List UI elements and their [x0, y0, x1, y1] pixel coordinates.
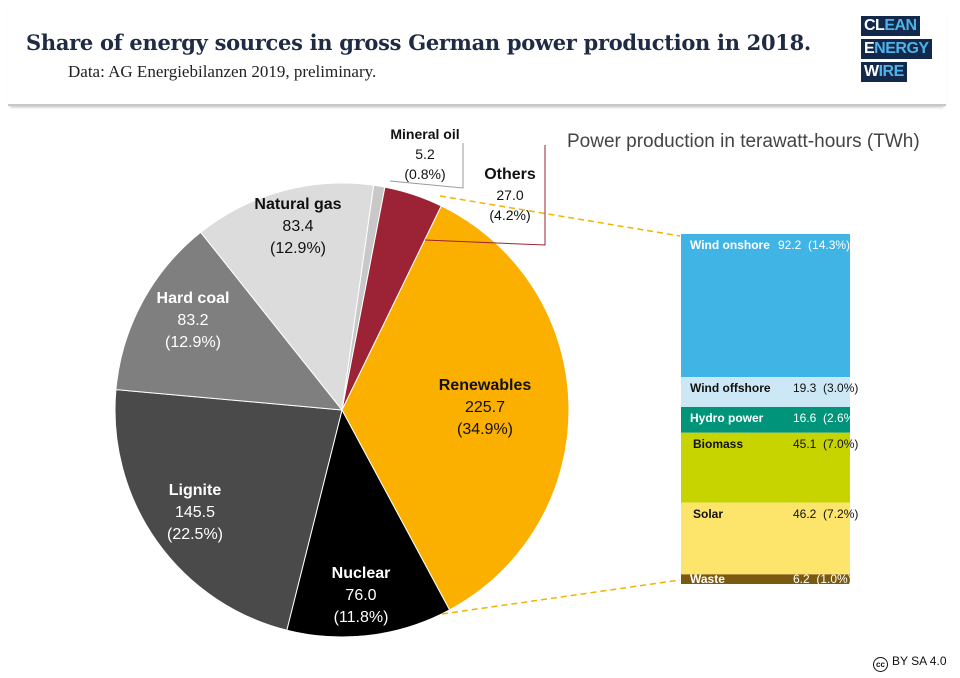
license-badge: cc BY SA 4.0	[873, 654, 947, 672]
creative-commons-icon: cc	[873, 657, 888, 672]
segment-name: Solar	[693, 506, 724, 521]
bar-segment-hydro-power	[681, 406, 850, 433]
pie-label-nuclear: Nuclear 76.0 (11.8%)	[331, 565, 391, 626]
chart-subtitle: Data: AG Energiebilanzen 2019, prelimina…	[68, 62, 377, 81]
pie-slice-hard-coal	[115, 231, 344, 411]
segment-name: Wind offshore	[690, 381, 771, 396]
zoom-line-top	[439, 195, 681, 237]
segment-value: 6.2 (1.0%)	[793, 572, 852, 587]
pie-slice-lignite	[114, 389, 343, 631]
bar-segment-solar	[681, 502, 850, 575]
mineral-oil-callout-line	[389, 143, 464, 189]
others-callout-line	[424, 145, 546, 246]
pie-label-lignite: Lignite 145.5 (22.5%)	[166, 482, 224, 543]
segment-value: 16.6 (2.6%)	[793, 410, 859, 425]
zoom-line-bottom	[441, 579, 681, 615]
bar-segment-wind-onshore	[681, 234, 850, 378]
bar-segment-biomass	[681, 432, 850, 503]
header-panel	[8, 6, 946, 106]
clean-energy-wire-logo: CLEAN ENERGY WIRE	[861, 16, 932, 85]
segment-value: 92.2 (14.3%)	[778, 238, 851, 252]
segment-name: Biomass	[693, 436, 744, 451]
pie-label-others: Others 27.0 (4.2%)	[484, 166, 536, 223]
pie-label-hard-coal: Hard coal 83.2 (12.9%)	[156, 290, 230, 351]
segment-value: 46.2 (7.2%)	[793, 506, 859, 521]
pie-slice-natural-gas	[200, 182, 375, 412]
pie-slice-nuclear	[286, 408, 451, 638]
bar-segment-wind-offshore	[681, 377, 850, 407]
segment-name: Wind onshore	[690, 238, 770, 252]
bar-title: Power production in terawatt-hours (TWh)	[567, 131, 920, 152]
pie-label-natural-gas: Natural gas 83.4 (12.9%)	[254, 196, 342, 257]
pie-label-mineral-oil: Mineral oil 5.2 (0.8%)	[390, 126, 460, 182]
pie-label-renewables: Renewables 225.7 (34.9%)	[438, 377, 532, 438]
chart-title: Share of energy sources in gross German …	[26, 30, 811, 55]
segment-value: 19.3 (3.0%)	[793, 381, 859, 396]
segment-name: Waste	[690, 572, 725, 587]
segment-name: Hydro power	[690, 410, 764, 425]
segment-value: 45.1 (7.0%)	[793, 436, 859, 451]
bar-segment-waste	[681, 574, 850, 584]
